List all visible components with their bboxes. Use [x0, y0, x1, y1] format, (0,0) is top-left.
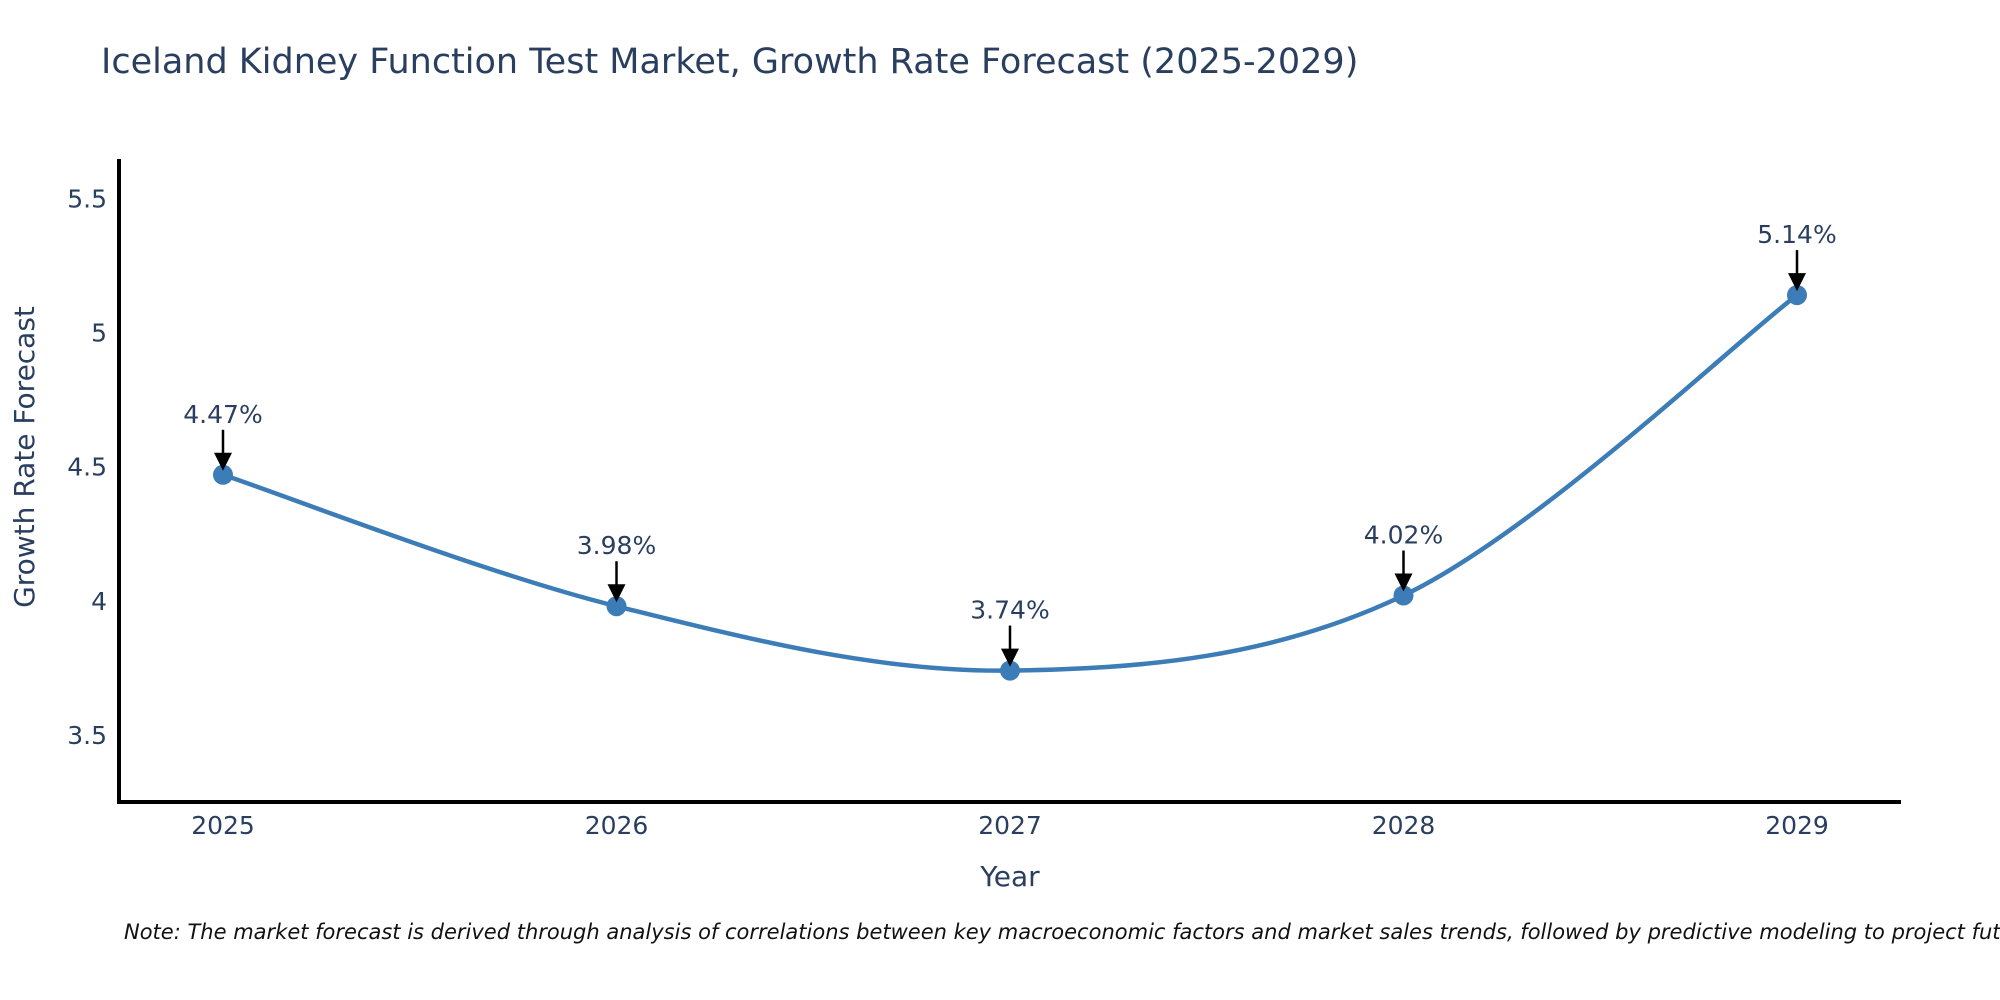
annotation-arrow-head	[607, 584, 626, 603]
data-point-2025	[213, 464, 233, 485]
data-point-2029	[1787, 285, 1807, 306]
annotation-arrow-head	[1788, 273, 1806, 292]
y-axis-title: Growth Rate Forecast	[8, 306, 41, 608]
y-tick-label: 4	[91, 587, 107, 616]
data-point-2027	[1000, 660, 1020, 681]
annotation-arrow-head	[1394, 573, 1413, 592]
x-tick-label: 2025	[191, 811, 255, 840]
y-tick-label: 4.5	[67, 453, 107, 482]
point-value-label: 5.14%	[1757, 220, 1836, 249]
y-tick-label: 3.5	[67, 721, 107, 750]
footnote-text: Note: The market forecast is derived thr…	[124, 920, 2000, 944]
point-value-label: 4.02%	[1364, 520, 1443, 549]
point-value-label: 3.74%	[970, 596, 1049, 625]
y-tick-label: 5	[91, 319, 107, 348]
point-value-label: 4.47%	[183, 400, 262, 429]
axes-spines	[117, 159, 1901, 804]
x-tick-label: 2028	[1372, 811, 1436, 840]
x-tick-label: 2027	[978, 811, 1042, 840]
x-tick-label: 2029	[1765, 811, 1829, 840]
annotation-arrow-head	[214, 452, 232, 471]
x-axis-title: Year	[979, 860, 1040, 893]
chart-title: Iceland Kidney Function Test Market, Gro…	[101, 42, 1359, 82]
x-tick-label: 2026	[585, 811, 649, 840]
data-point-2026	[606, 596, 627, 617]
annotation-arrow-head	[1001, 648, 1019, 667]
point-value-label: 3.98%	[577, 531, 656, 560]
y-tick-label: 5.5	[67, 185, 107, 214]
data-point-2028	[1393, 585, 1414, 606]
